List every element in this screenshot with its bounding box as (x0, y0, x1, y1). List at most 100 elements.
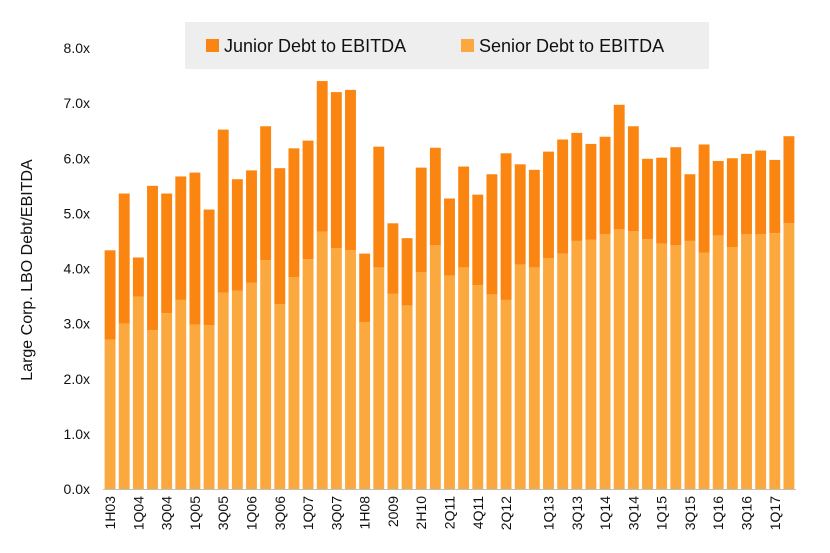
bar-senior-3Q12 (514, 264, 526, 489)
bar-junior-2H10 (415, 167, 427, 273)
bar-junior-1Q15 (656, 157, 668, 244)
bar-senior-3Q07 (330, 248, 342, 489)
bar-junior-2Q06 (260, 126, 272, 261)
x-tick-label: 1Q04 (130, 496, 146, 530)
bar-senior-2Q07 (316, 231, 328, 489)
bar-junior-2Q14 (613, 104, 625, 230)
bar-senior-3Q16 (741, 234, 752, 489)
x-tick-label: 2009 (385, 496, 401, 527)
x-tick-label: 1Q17 (767, 496, 783, 530)
bar-junior-1H08 (359, 253, 371, 322)
bar-senior-4Q15 (698, 252, 710, 489)
bar-senior-2Q06 (260, 260, 272, 489)
legend-label-senior: Senior Debt to EBITDA (479, 36, 664, 56)
bar-junior-4Q04 (175, 176, 187, 300)
bar-junior-1H10 (401, 238, 413, 306)
bar-junior-1Q05 (189, 172, 201, 325)
bar-senior-2H03 (118, 323, 130, 490)
bar-junior-4Q06 (288, 148, 300, 278)
bar-junior-2Q07 (316, 81, 328, 232)
x-tick-label: 2Q11 (442, 496, 458, 529)
bar-junior-3Q13 (571, 132, 583, 241)
y-tick-label: 4.0x (64, 261, 90, 277)
bar-senior-3Q11 (458, 267, 470, 489)
bar-junior-3Q16 (741, 153, 752, 235)
bar-senior-4Q04 (175, 299, 187, 489)
legend-swatch-senior (461, 39, 474, 52)
bar-junior-1Q06 (246, 170, 257, 283)
bar-junior-4Q07 (345, 89, 356, 251)
bar-senior-4Q16 (755, 234, 767, 489)
bar-senior-2Q12 (500, 299, 512, 489)
y-tick-label: 8.0x (64, 40, 90, 56)
bar-junior-4Q12 (528, 169, 540, 268)
bar-junior-3Q07 (330, 92, 342, 249)
bar-senior-2Q13 (557, 253, 569, 489)
bar-junior-1Q16 (712, 161, 724, 236)
bar-junior-1Q12 (486, 174, 498, 295)
bar-junior-4Q14 (642, 158, 653, 240)
bar-junior-2Q05 (203, 209, 215, 326)
bar-senior-2Q17 (783, 223, 795, 490)
bar-senior-1Q07 (302, 259, 314, 489)
bar-senior-4Q05 (231, 290, 243, 489)
x-tick-label: 2Q12 (498, 496, 514, 530)
bar-senior-3Q04 (161, 313, 173, 489)
legend-label-junior: Junior Debt to EBITDA (224, 36, 406, 56)
bar-senior-2Q11 (444, 275, 455, 489)
bar-junior-2H03 (118, 193, 130, 324)
bar-junior-1Q17 (769, 159, 781, 234)
bar-senior-3Q15 (684, 240, 696, 489)
y-tick-label: 0.0x (64, 481, 90, 497)
x-tick-label: 3Q16 (739, 496, 755, 530)
bar-junior-1Q13 (543, 151, 554, 259)
y-tick-label: 7.0x (64, 95, 90, 111)
bar-junior-4Q15 (698, 144, 710, 253)
bar-junior-2Q13 (557, 139, 569, 254)
bar-junior-3Q14 (627, 126, 639, 232)
x-tick-label: 2H10 (413, 496, 429, 530)
bar-senior-4Q14 (642, 239, 653, 489)
x-tick-label: 3Q13 (569, 496, 585, 530)
bar-junior-3Q04 (161, 193, 173, 314)
x-tick-label: 1Q16 (710, 496, 726, 530)
bar-senior-2Q04 (147, 330, 158, 489)
x-tick-label: 1Q14 (597, 496, 613, 530)
x-axis-ticks: 1H03 1Q04 3Q04 1Q05 3Q05 1Q06 3Q06 1Q07 3Q07 1H08… (102, 496, 783, 530)
x-tick-label: 3Q04 (159, 496, 175, 530)
bar-junior-3Q15 (684, 174, 696, 241)
bar-junior-1H03 (104, 250, 116, 340)
bar-junior-3Q06 (274, 168, 286, 305)
bar-junior-2009 (387, 223, 399, 294)
bar-senior-1Q12 (486, 294, 498, 489)
x-tick-label: 1Q07 (300, 496, 316, 530)
x-tick-label: 1Q13 (541, 496, 557, 530)
bar-junior-4Q05 (231, 179, 243, 291)
bar-junior-2Q15 (670, 147, 682, 246)
bar-senior-4Q07 (345, 250, 356, 489)
bar-senior-1Q13 (543, 258, 554, 489)
bar-junior-2Q04 (147, 185, 158, 331)
bar-senior-2Q14 (613, 229, 625, 490)
x-tick-label: 1H03 (102, 496, 118, 530)
bar-senior-4Q13 (585, 239, 597, 489)
y-tick-label: 6.0x (64, 150, 90, 166)
bar-senior-2H10 (415, 272, 427, 489)
y-tick-label: 5.0x (64, 205, 90, 221)
bar-junior-1Q04 (132, 257, 144, 297)
bar-senior-3Q14 (627, 231, 639, 489)
bar-senior-3Q05 (217, 292, 229, 489)
bar-junior-1Q11 (429, 147, 441, 246)
bar-senior-1Q05 (189, 324, 201, 489)
bar-senior-4Q06 (288, 277, 300, 489)
x-tick-label: 1Q06 (244, 496, 260, 530)
x-tick-label: 1Q05 (187, 496, 203, 530)
x-tick-label: 1H08 (357, 496, 373, 530)
x-tick-label: 3Q14 (625, 496, 641, 530)
y-axis-ticks: 0.0x 1.0x 2.0x 3.0x 4.0x 5.0x 6.0x 7.0x 8.0x (64, 40, 90, 497)
x-tick-label: 1Q15 (654, 496, 670, 530)
bar-senior-1Q06 (246, 282, 257, 489)
bar-senior-3Q13 (571, 240, 583, 489)
bar-senior-4Q12 (528, 267, 540, 489)
